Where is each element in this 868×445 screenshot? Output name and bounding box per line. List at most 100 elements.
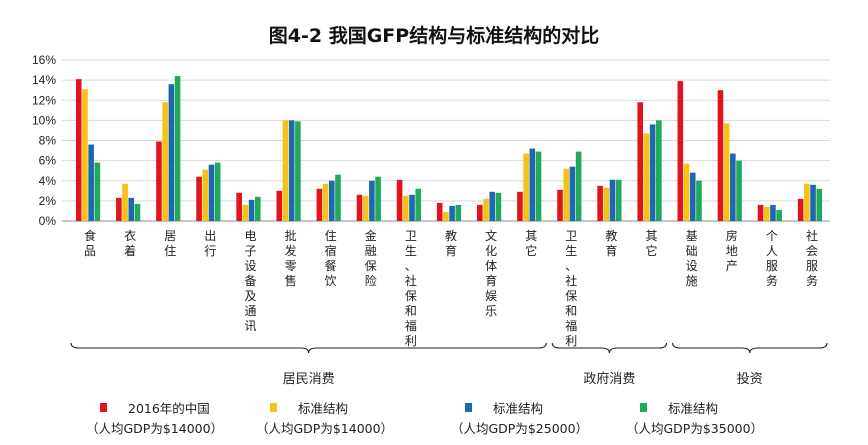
bars [75, 76, 823, 222]
bar [517, 191, 523, 221]
bar [597, 185, 603, 221]
bar [810, 184, 816, 221]
category-label: 基础设施 [686, 229, 698, 288]
bar [396, 179, 403, 221]
bar [415, 188, 421, 221]
category-label: 房地产 [726, 228, 738, 273]
group-brace [551, 342, 668, 354]
bar [335, 174, 341, 221]
y-tick-label: 12% [32, 93, 56, 107]
bar [609, 179, 616, 221]
bar [489, 191, 496, 221]
bar [723, 123, 730, 221]
category-label: 居住 [164, 229, 176, 258]
bar [116, 197, 122, 221]
bar [369, 180, 375, 221]
bar [575, 151, 582, 221]
bar [696, 180, 702, 221]
legend-note: （人均GDP为$14000） [86, 421, 223, 436]
legend-swatch [100, 403, 107, 412]
bar [295, 121, 301, 221]
bar [677, 81, 684, 221]
category-label: 文化体育娱乐 [485, 228, 497, 318]
legend-note: （人均GDP为$25000） [451, 421, 588, 436]
y-tick-label: 4% [39, 174, 57, 188]
category-label: 食品 [84, 228, 96, 258]
bar [804, 183, 810, 221]
bar [168, 84, 175, 222]
category-label: 社会服务 [806, 228, 818, 288]
bar [649, 124, 656, 221]
bar [816, 188, 823, 221]
y-tick-label: 8% [39, 134, 57, 148]
group-brace [672, 342, 828, 354]
bar [254, 196, 261, 221]
bar [763, 206, 770, 221]
bar [449, 205, 455, 221]
category-label: 批发零售 [285, 228, 297, 288]
category-label: 其它 [646, 229, 658, 258]
category-label: 衣着 [124, 228, 136, 258]
bar [202, 169, 209, 221]
bar [757, 204, 764, 221]
bar [362, 195, 369, 221]
bar [615, 179, 622, 221]
bar [689, 172, 696, 221]
bar [770, 204, 776, 221]
category-label: 电子设备及通讯 [244, 229, 256, 333]
bar [483, 198, 489, 221]
legend-label: 2016年的中国 [128, 401, 210, 416]
bar [134, 203, 141, 221]
bar [477, 204, 483, 221]
bar [214, 162, 221, 221]
bar [643, 133, 650, 221]
bar [282, 120, 289, 222]
bar [174, 76, 181, 221]
gridlines [62, 59, 830, 222]
group-braces: 居民消费 政府消费 投资 [70, 342, 828, 387]
y-tick-label: 6% [39, 154, 57, 168]
bar [563, 168, 570, 221]
bar [736, 160, 742, 222]
bar [122, 183, 128, 221]
bar [75, 79, 82, 222]
bar [683, 163, 690, 221]
bar [322, 183, 329, 221]
bar [495, 192, 502, 221]
bar [242, 204, 249, 221]
category-label: 住宿餐饮 [325, 229, 337, 288]
legend-swatch [640, 403, 647, 412]
category-label: 教育 [605, 228, 617, 258]
category-label: 个人服务 [766, 229, 778, 288]
bar [557, 189, 563, 221]
bar [529, 148, 536, 221]
bar [236, 192, 242, 221]
legend-label: 标准结构 [298, 401, 348, 416]
legend-label: 标准结构 [668, 401, 718, 416]
bar [535, 151, 542, 221]
bar [356, 194, 363, 221]
y-tick-label: 16% [32, 53, 56, 67]
bar [375, 176, 381, 221]
category-label: 卫生、社保和福利 [565, 229, 577, 348]
y-tick-label: 0% [39, 214, 57, 228]
bar [276, 190, 283, 221]
group-label: 居民消费 [283, 372, 335, 387]
bar [569, 166, 576, 221]
y-tick-label: 10% [32, 113, 56, 127]
category-label: 教育 [445, 228, 457, 258]
legend-swatch [465, 403, 472, 412]
bar [717, 90, 724, 221]
bar [797, 198, 804, 221]
legend-swatch [270, 403, 277, 412]
bar [156, 141, 162, 221]
category-label: 金融保险 [365, 228, 377, 288]
bar [94, 162, 101, 221]
y-tick-label: 2% [39, 194, 57, 208]
category-label: 其它 [525, 229, 537, 258]
legend-label: 标准结构 [493, 401, 543, 416]
bar [523, 153, 529, 221]
category-label: 卫生、社保和福利 [405, 229, 417, 348]
